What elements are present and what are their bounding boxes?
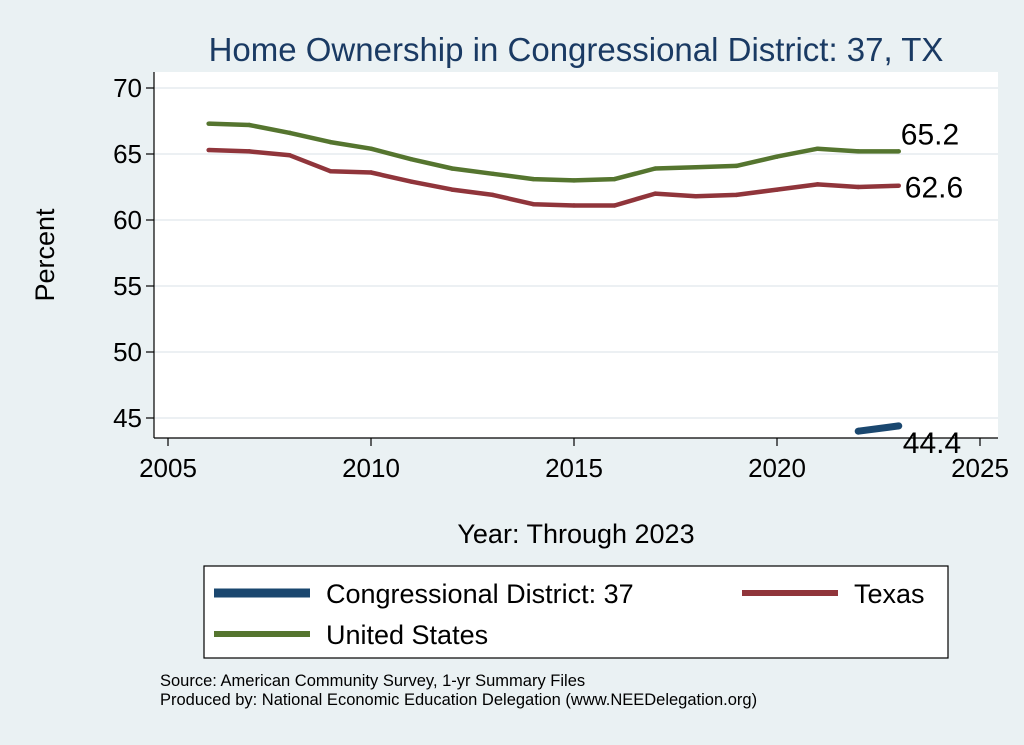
legend-label: Texas [854, 579, 925, 609]
data-point [206, 121, 211, 126]
legend: Congressional District: 37 Texas United St… [214, 579, 925, 650]
data-point [815, 182, 820, 187]
data-point [287, 130, 292, 136]
data-point [368, 170, 374, 175]
data-point [895, 422, 903, 430]
data-point [571, 178, 577, 183]
data-point [490, 171, 495, 176]
gridlines [154, 87, 998, 419]
data-point [368, 146, 374, 151]
data-point [734, 163, 739, 169]
y-tick-label: 50 [113, 337, 142, 367]
series-line-3 [208, 121, 899, 183]
plot-area [154, 72, 998, 438]
data-point [247, 149, 252, 154]
data-point [328, 168, 333, 174]
source-text: Source: American Community Survey, 1-yr … [160, 672, 586, 690]
data-point [896, 149, 901, 154]
data-point [247, 122, 252, 128]
y-tick-label: 65 [113, 139, 142, 169]
legend-box [203, 565, 949, 659]
data-point [328, 139, 333, 145]
y-tick-label: 45 [113, 403, 142, 433]
x-tick-label: 2020 [748, 453, 806, 483]
data-point [409, 179, 414, 184]
data-point [856, 149, 861, 154]
y-axis-label: Percent [30, 208, 60, 302]
end-value-label: 65.2 [901, 118, 959, 151]
source-notes: Source: American Community Survey, 1-yr … [160, 672, 757, 710]
x-tick-label: 2025 [951, 453, 1009, 483]
data-point [571, 203, 577, 208]
series-line-2 [208, 147, 899, 208]
data-point [287, 153, 292, 158]
legend-label: Congressional District: 37 [326, 579, 634, 609]
data-point [815, 146, 820, 151]
data-point [531, 201, 536, 207]
series-lines [206, 121, 903, 435]
data-point [206, 147, 211, 153]
y-tick-label: 70 [113, 73, 142, 103]
data-point [450, 166, 455, 171]
axes: 45 50 55 60 65 70 2005 2010 2015 2020 2025 [113, 72, 1009, 483]
data-point [531, 176, 536, 182]
legend-label: United States [326, 620, 488, 650]
produced-by-text: Produced by: National Economic Education… [160, 691, 758, 709]
data-point [774, 187, 780, 192]
y-tick-label: 60 [113, 205, 142, 235]
data-point [653, 166, 658, 171]
end-labels: 44.4 62.6 65.2 [901, 118, 963, 460]
data-point [490, 192, 495, 198]
data-point [856, 184, 861, 190]
x-tick-label: 2015 [545, 453, 603, 483]
data-point [653, 191, 658, 196]
data-point [612, 176, 617, 182]
x-tick-label: 2005 [139, 453, 197, 483]
data-point [693, 194, 698, 199]
data-point [896, 183, 901, 188]
data-point [854, 427, 862, 435]
series-line-1 [857, 422, 900, 435]
data-point [774, 154, 780, 159]
data-point [693, 165, 698, 170]
x-tick-label: 2010 [342, 453, 400, 483]
x-axis-label: Year: Through 2023 [457, 519, 694, 549]
data-point [612, 203, 617, 208]
data-point [734, 192, 739, 198]
end-value-label: 62.6 [905, 172, 963, 205]
end-value-label: 44.4 [903, 427, 961, 460]
data-point [409, 157, 414, 162]
y-tick-label: 55 [113, 271, 142, 301]
chart-title: Home Ownership in Congressional District… [209, 31, 944, 68]
data-point [450, 187, 455, 192]
